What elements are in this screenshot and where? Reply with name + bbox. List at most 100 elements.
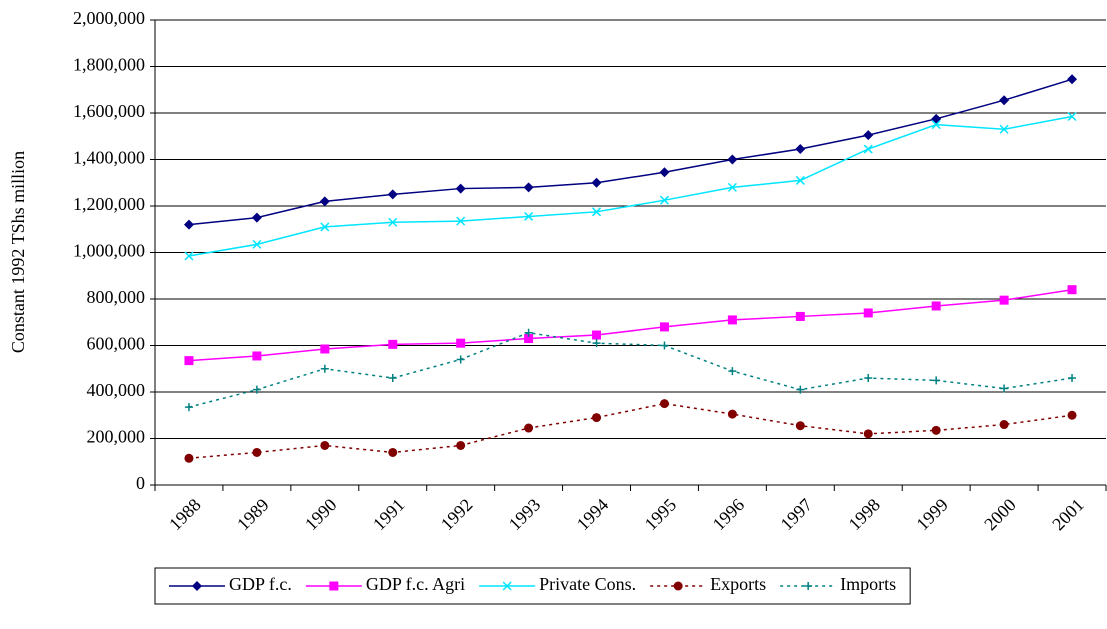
marker: [456, 355, 465, 364]
marker: [795, 421, 805, 431]
marker: [659, 167, 670, 178]
y-tick-label: 1,600,000: [73, 101, 145, 121]
marker: [659, 195, 669, 205]
x-tick-label: 1994: [573, 495, 613, 535]
marker: [388, 374, 397, 383]
marker: [728, 367, 737, 376]
marker: [659, 322, 669, 332]
marker: [863, 144, 873, 154]
legend-label: GDP f.c.: [229, 574, 292, 594]
x-tick-label: 1997: [776, 495, 816, 535]
marker: [863, 308, 873, 318]
x-tick-label: 1993: [505, 495, 545, 535]
marker: [592, 330, 602, 340]
marker: [320, 440, 330, 450]
marker: [320, 222, 330, 232]
marker: [727, 315, 737, 325]
y-tick-label: 600,000: [87, 334, 146, 354]
marker: [184, 403, 193, 412]
marker: [456, 338, 466, 348]
marker: [863, 429, 873, 439]
y-tick-label: 1,800,000: [73, 55, 145, 75]
x-tick-label: 1999: [912, 495, 952, 535]
series-line: [188, 115, 1073, 257]
x-tick-label: 1989: [233, 495, 273, 535]
marker: [183, 219, 194, 230]
marker: [456, 216, 466, 226]
marker: [388, 339, 398, 349]
y-tick-label: 200,000: [87, 427, 146, 447]
marker: [329, 581, 339, 591]
marker: [660, 341, 669, 350]
marker: [592, 413, 602, 423]
marker: [659, 399, 669, 409]
marker: [456, 440, 466, 450]
marker: [999, 420, 1009, 430]
marker: [1067, 410, 1077, 420]
y-tick-label: 0: [136, 473, 145, 493]
marker: [524, 423, 534, 433]
series-line: [188, 331, 1073, 408]
y-axis-label: Constant 1992 TShs million: [8, 151, 28, 353]
x-tick-label: 2001: [1048, 495, 1088, 535]
marker: [727, 409, 737, 419]
marker: [524, 328, 533, 337]
marker: [931, 113, 942, 124]
marker: [1067, 74, 1078, 85]
marker: [524, 211, 534, 221]
marker: [523, 182, 534, 193]
marker: [795, 311, 805, 321]
marker: [388, 217, 398, 227]
marker: [1067, 285, 1077, 295]
marker: [387, 189, 398, 200]
marker: [1067, 111, 1077, 122]
marker: [251, 212, 262, 223]
marker: [455, 183, 466, 194]
marker: [252, 351, 262, 361]
marker: [319, 196, 330, 207]
marker: [673, 581, 683, 591]
marker: [184, 356, 194, 366]
marker: [727, 154, 738, 165]
marker: [795, 144, 806, 155]
y-tick-label: 800,000: [87, 287, 146, 307]
x-tick-label: 1988: [165, 495, 205, 535]
marker: [999, 95, 1010, 106]
marker: [931, 301, 941, 311]
marker: [864, 374, 873, 383]
marker: [932, 376, 941, 385]
marker: [502, 581, 512, 591]
marker: [252, 385, 261, 394]
marker: [320, 344, 330, 354]
x-tick-label: 1991: [369, 495, 409, 535]
series-line: [188, 402, 1073, 460]
x-tick-label: 1998: [844, 495, 884, 535]
marker: [727, 182, 737, 192]
y-tick-label: 1,200,000: [73, 194, 145, 214]
legend-label: GDP f.c. Agri: [366, 574, 465, 594]
legend-label: Private Cons.: [539, 574, 636, 594]
marker: [192, 581, 202, 591]
x-tick-label: 1990: [301, 495, 341, 535]
x-tick-label: 2000: [980, 495, 1020, 535]
y-tick-label: 2,000,000: [73, 8, 145, 28]
marker: [999, 295, 1009, 305]
marker: [388, 447, 398, 457]
x-tick-label: 1996: [709, 495, 749, 535]
marker: [524, 334, 534, 344]
x-tick-label: 1995: [641, 495, 681, 535]
legend-label: Exports: [710, 574, 766, 594]
marker: [804, 582, 813, 590]
y-tick-label: 1,400,000: [73, 148, 145, 168]
marker: [320, 364, 329, 373]
marker: [184, 251, 194, 261]
marker: [592, 207, 602, 217]
marker: [252, 447, 262, 457]
marker: [863, 130, 874, 141]
y-tick-label: 1,000,000: [73, 241, 145, 261]
x-tick-label: 1992: [437, 495, 477, 535]
marker: [252, 239, 262, 249]
legend-label: Imports: [840, 574, 896, 594]
marker: [796, 385, 805, 394]
